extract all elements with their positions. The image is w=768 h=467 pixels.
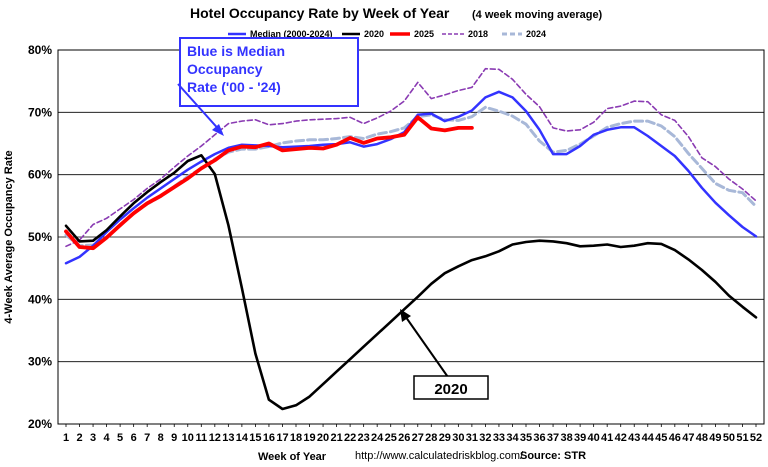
annotation-2020-arrowhead bbox=[400, 309, 411, 322]
legend-label-2018: 2018 bbox=[468, 29, 488, 39]
x-tick-label: 19 bbox=[303, 432, 315, 444]
x-tick-label: 40 bbox=[588, 432, 600, 444]
x-tick-label: 13 bbox=[222, 432, 234, 444]
legend-label-2020: 2020 bbox=[364, 29, 384, 39]
x-axis-ticks: 1 2 3 4 5 6 7 8 9 10 11 12 13 14 15 16 17 18 19 20 21 22 23 24 2… bbox=[63, 424, 762, 444]
chart-subtitle: (4 week moving average) bbox=[472, 9, 603, 21]
x-tick-label: 52 bbox=[750, 432, 762, 444]
x-tick-label: 30 bbox=[452, 432, 464, 444]
x-tick-label: 12 bbox=[209, 432, 221, 444]
x-tick-label: 38 bbox=[560, 432, 572, 444]
x-tick-label: 45 bbox=[655, 432, 667, 444]
x-tick-label: 35 bbox=[520, 432, 532, 444]
x-tick-label: 32 bbox=[479, 432, 491, 444]
x-tick-label: 25 bbox=[385, 432, 397, 444]
x-tick-label: 50 bbox=[723, 432, 735, 444]
x-tick-label: 46 bbox=[669, 432, 681, 444]
x-tick-label: 2 bbox=[76, 432, 82, 444]
x-tick-label: 23 bbox=[358, 432, 370, 444]
x-tick-label: 31 bbox=[466, 432, 478, 444]
median-annotation-line-3: Rate ('00 - '24) bbox=[187, 79, 281, 95]
x-tick-label: 34 bbox=[506, 432, 519, 444]
legend: Median (2000-2024) 2020 2025 2018 2024 bbox=[228, 29, 546, 39]
median-annotation-arrow bbox=[177, 83, 223, 134]
x-tick-label: 48 bbox=[696, 432, 708, 444]
median-annotation-line-1: Blue is Median bbox=[187, 43, 285, 59]
x-tick-label: 29 bbox=[439, 432, 451, 444]
x-tick-label: 7 bbox=[144, 432, 150, 444]
x-tick-label: 20 bbox=[317, 432, 329, 444]
x-tick-label: 36 bbox=[533, 432, 545, 444]
x-tick-label: 24 bbox=[371, 432, 384, 444]
x-tick-label: 16 bbox=[263, 432, 275, 444]
source-url: http://www.calculatedriskblog.com/ bbox=[355, 450, 524, 462]
y-axis-ticks: 20% 30% 40% 50% 60% 70% 80% bbox=[28, 43, 52, 431]
series-line-2025 bbox=[64, 115, 474, 251]
x-tick-label: 6 bbox=[131, 432, 137, 444]
x-tick-label: 4 bbox=[104, 432, 111, 444]
x-tick-label: 18 bbox=[290, 432, 302, 444]
x-tick-label: 49 bbox=[709, 432, 721, 444]
x-tick-label: 17 bbox=[276, 432, 288, 444]
x-tick-label: 26 bbox=[398, 432, 410, 444]
gridlines bbox=[58, 111, 764, 363]
series-line-2018 bbox=[65, 67, 757, 248]
x-tick-label: 28 bbox=[425, 432, 437, 444]
x-tick-label: 11 bbox=[195, 432, 207, 444]
series-line-2020 bbox=[64, 154, 758, 411]
x-tick-label: 14 bbox=[236, 432, 249, 444]
x-tick-label: 15 bbox=[249, 432, 261, 444]
y-tick-label: 60% bbox=[28, 168, 52, 182]
median-annotation-arrowhead bbox=[212, 124, 224, 136]
annotation-2020: 2020 bbox=[400, 309, 489, 400]
chart-title: Hotel Occupancy Rate by Week of Year bbox=[190, 5, 450, 21]
series-lines bbox=[64, 67, 758, 411]
x-tick-label: 47 bbox=[682, 432, 694, 444]
x-tick-label: 9 bbox=[171, 432, 177, 444]
annotation-2020-arrow bbox=[402, 312, 451, 381]
x-tick-label: 39 bbox=[574, 432, 586, 444]
y-tick-label: 80% bbox=[28, 43, 52, 57]
x-tick-label: 42 bbox=[615, 432, 627, 444]
annotation-2020-box bbox=[413, 375, 489, 400]
x-axis-label: Week of Year bbox=[258, 451, 327, 463]
y-tick-label: 40% bbox=[28, 292, 52, 306]
y-tick-label: 50% bbox=[28, 230, 52, 244]
legend-label-2024: 2024 bbox=[526, 29, 546, 39]
x-tick-label: 43 bbox=[628, 432, 640, 444]
x-tick-label: 3 bbox=[90, 432, 96, 444]
median-annotation-text: Blue is Median Occupancy Rate ('00 - '24… bbox=[187, 43, 289, 95]
x-tick-label: 22 bbox=[344, 432, 356, 444]
source-note: Source: STR bbox=[520, 450, 586, 462]
annotation-2020-label: 2020 bbox=[434, 381, 467, 398]
median-annotation-line-2: Occupancy bbox=[187, 61, 263, 77]
x-tick-label: 1 bbox=[63, 432, 69, 444]
median-annotation-box bbox=[179, 37, 359, 107]
x-tick-label: 27 bbox=[412, 432, 424, 444]
median-annotation: Blue is Median Occupancy Rate ('00 - '24… bbox=[177, 37, 359, 136]
y-tick-label: 70% bbox=[28, 105, 52, 119]
x-tick-label: 51 bbox=[736, 432, 748, 444]
x-tick-label: 10 bbox=[182, 432, 194, 444]
legend-label-2025: 2025 bbox=[414, 29, 434, 39]
x-tick-label: 8 bbox=[158, 432, 164, 444]
x-tick-label: 41 bbox=[601, 432, 613, 444]
y-axis-label: 4-Week Average Occupancy Rate bbox=[3, 150, 15, 323]
x-tick-label: 37 bbox=[547, 432, 559, 444]
y-tick-label: 20% bbox=[28, 417, 52, 431]
y-tick-label: 30% bbox=[28, 355, 52, 369]
x-tick-label: 21 bbox=[330, 432, 342, 444]
x-tick-label: 5 bbox=[117, 432, 123, 444]
x-tick-label: 33 bbox=[493, 432, 505, 444]
x-tick-label: 44 bbox=[642, 432, 655, 444]
legend-label-median: Median (2000-2024) bbox=[250, 29, 333, 39]
